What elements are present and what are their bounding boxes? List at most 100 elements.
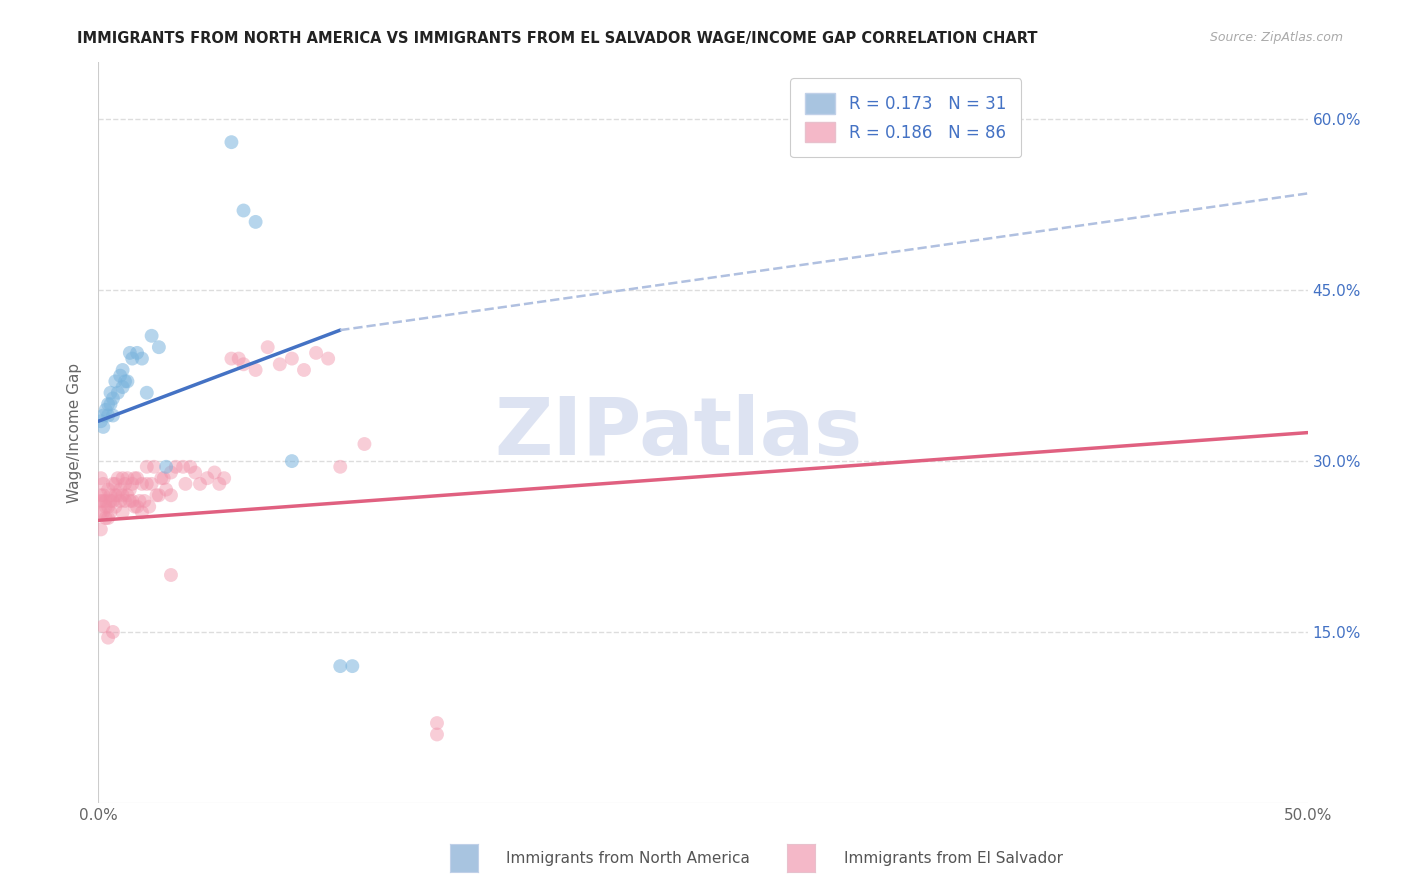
Point	[101, 409, 124, 423]
Point	[100, 397, 122, 411]
Point	[134, 494, 156, 508]
Point	[245, 215, 267, 229]
Point	[342, 659, 364, 673]
Point	[135, 476, 157, 491]
Point	[160, 488, 183, 502]
Point	[111, 488, 134, 502]
Point	[108, 494, 131, 508]
Point	[305, 346, 328, 360]
Point	[269, 357, 291, 371]
Point	[107, 385, 129, 400]
Point	[111, 471, 134, 485]
Point	[121, 494, 143, 508]
Point	[97, 631, 120, 645]
Point	[100, 385, 122, 400]
Point	[90, 523, 112, 537]
Text: Immigrants from El Salvador: Immigrants from El Salvador	[844, 851, 1063, 865]
Point	[160, 466, 183, 480]
Point	[160, 568, 183, 582]
Point	[150, 471, 173, 485]
Point	[174, 476, 197, 491]
Point	[97, 397, 120, 411]
Point	[97, 409, 120, 423]
Point	[204, 466, 226, 480]
Point	[97, 500, 120, 514]
Point	[155, 483, 177, 497]
Point	[256, 340, 278, 354]
Point	[104, 488, 127, 502]
Y-axis label: Wage/Income Gap: Wage/Income Gap	[67, 362, 83, 503]
Point	[108, 483, 131, 497]
Point	[104, 375, 127, 389]
Point	[353, 437, 375, 451]
Point	[426, 727, 449, 741]
Point	[141, 328, 163, 343]
Point	[228, 351, 250, 366]
Point	[281, 454, 304, 468]
Point	[245, 363, 267, 377]
Point	[184, 466, 207, 480]
Point	[100, 494, 122, 508]
Point	[107, 488, 129, 502]
Point	[94, 511, 117, 525]
Point	[104, 500, 127, 514]
Point	[208, 476, 231, 491]
Point	[127, 346, 149, 360]
Point	[143, 459, 166, 474]
Point	[117, 375, 139, 389]
Point	[131, 351, 153, 366]
Point	[117, 471, 139, 485]
Point	[114, 494, 136, 508]
Point	[148, 488, 170, 502]
Point	[91, 476, 114, 491]
Point	[108, 368, 131, 383]
Point	[90, 414, 112, 428]
Point	[148, 340, 170, 354]
Point	[91, 409, 114, 423]
Point	[94, 500, 117, 514]
Point	[329, 459, 352, 474]
Point	[91, 488, 114, 502]
Point	[138, 500, 160, 514]
Point	[94, 402, 117, 417]
Point	[131, 476, 153, 491]
Point	[90, 471, 112, 485]
Point	[91, 420, 114, 434]
Point	[172, 459, 194, 474]
Text: ZIPatlas: ZIPatlas	[495, 393, 863, 472]
Point	[111, 380, 134, 394]
Point	[90, 494, 112, 508]
Point	[329, 659, 352, 673]
Point	[281, 351, 304, 366]
Point	[100, 488, 122, 502]
Point	[212, 471, 235, 485]
Point	[127, 471, 149, 485]
Text: IMMIGRANTS FROM NORTH AMERICA VS IMMIGRANTS FROM EL SALVADOR WAGE/INCOME GAP COR: IMMIGRANTS FROM NORTH AMERICA VS IMMIGRA…	[77, 31, 1038, 46]
Point	[97, 483, 120, 497]
Point	[101, 476, 124, 491]
Point	[91, 494, 114, 508]
Point	[145, 488, 167, 502]
Point	[107, 471, 129, 485]
Point	[90, 488, 112, 502]
Legend: R = 0.173   N = 31, R = 0.186   N = 86: R = 0.173 N = 31, R = 0.186 N = 86	[790, 78, 1021, 157]
Point	[155, 459, 177, 474]
Point	[195, 471, 218, 485]
Point	[127, 500, 149, 514]
Point	[292, 363, 315, 377]
Point	[124, 500, 146, 514]
Point	[188, 476, 211, 491]
Point	[101, 494, 124, 508]
Point	[141, 476, 163, 491]
Point	[114, 476, 136, 491]
Text: Source: ZipAtlas.com: Source: ZipAtlas.com	[1209, 31, 1343, 45]
Point	[128, 494, 150, 508]
Point	[121, 351, 143, 366]
Point	[94, 494, 117, 508]
Point	[316, 351, 339, 366]
Point	[104, 476, 127, 491]
Point	[135, 459, 157, 474]
Point	[152, 471, 174, 485]
Point	[111, 363, 134, 377]
Point	[101, 624, 124, 639]
